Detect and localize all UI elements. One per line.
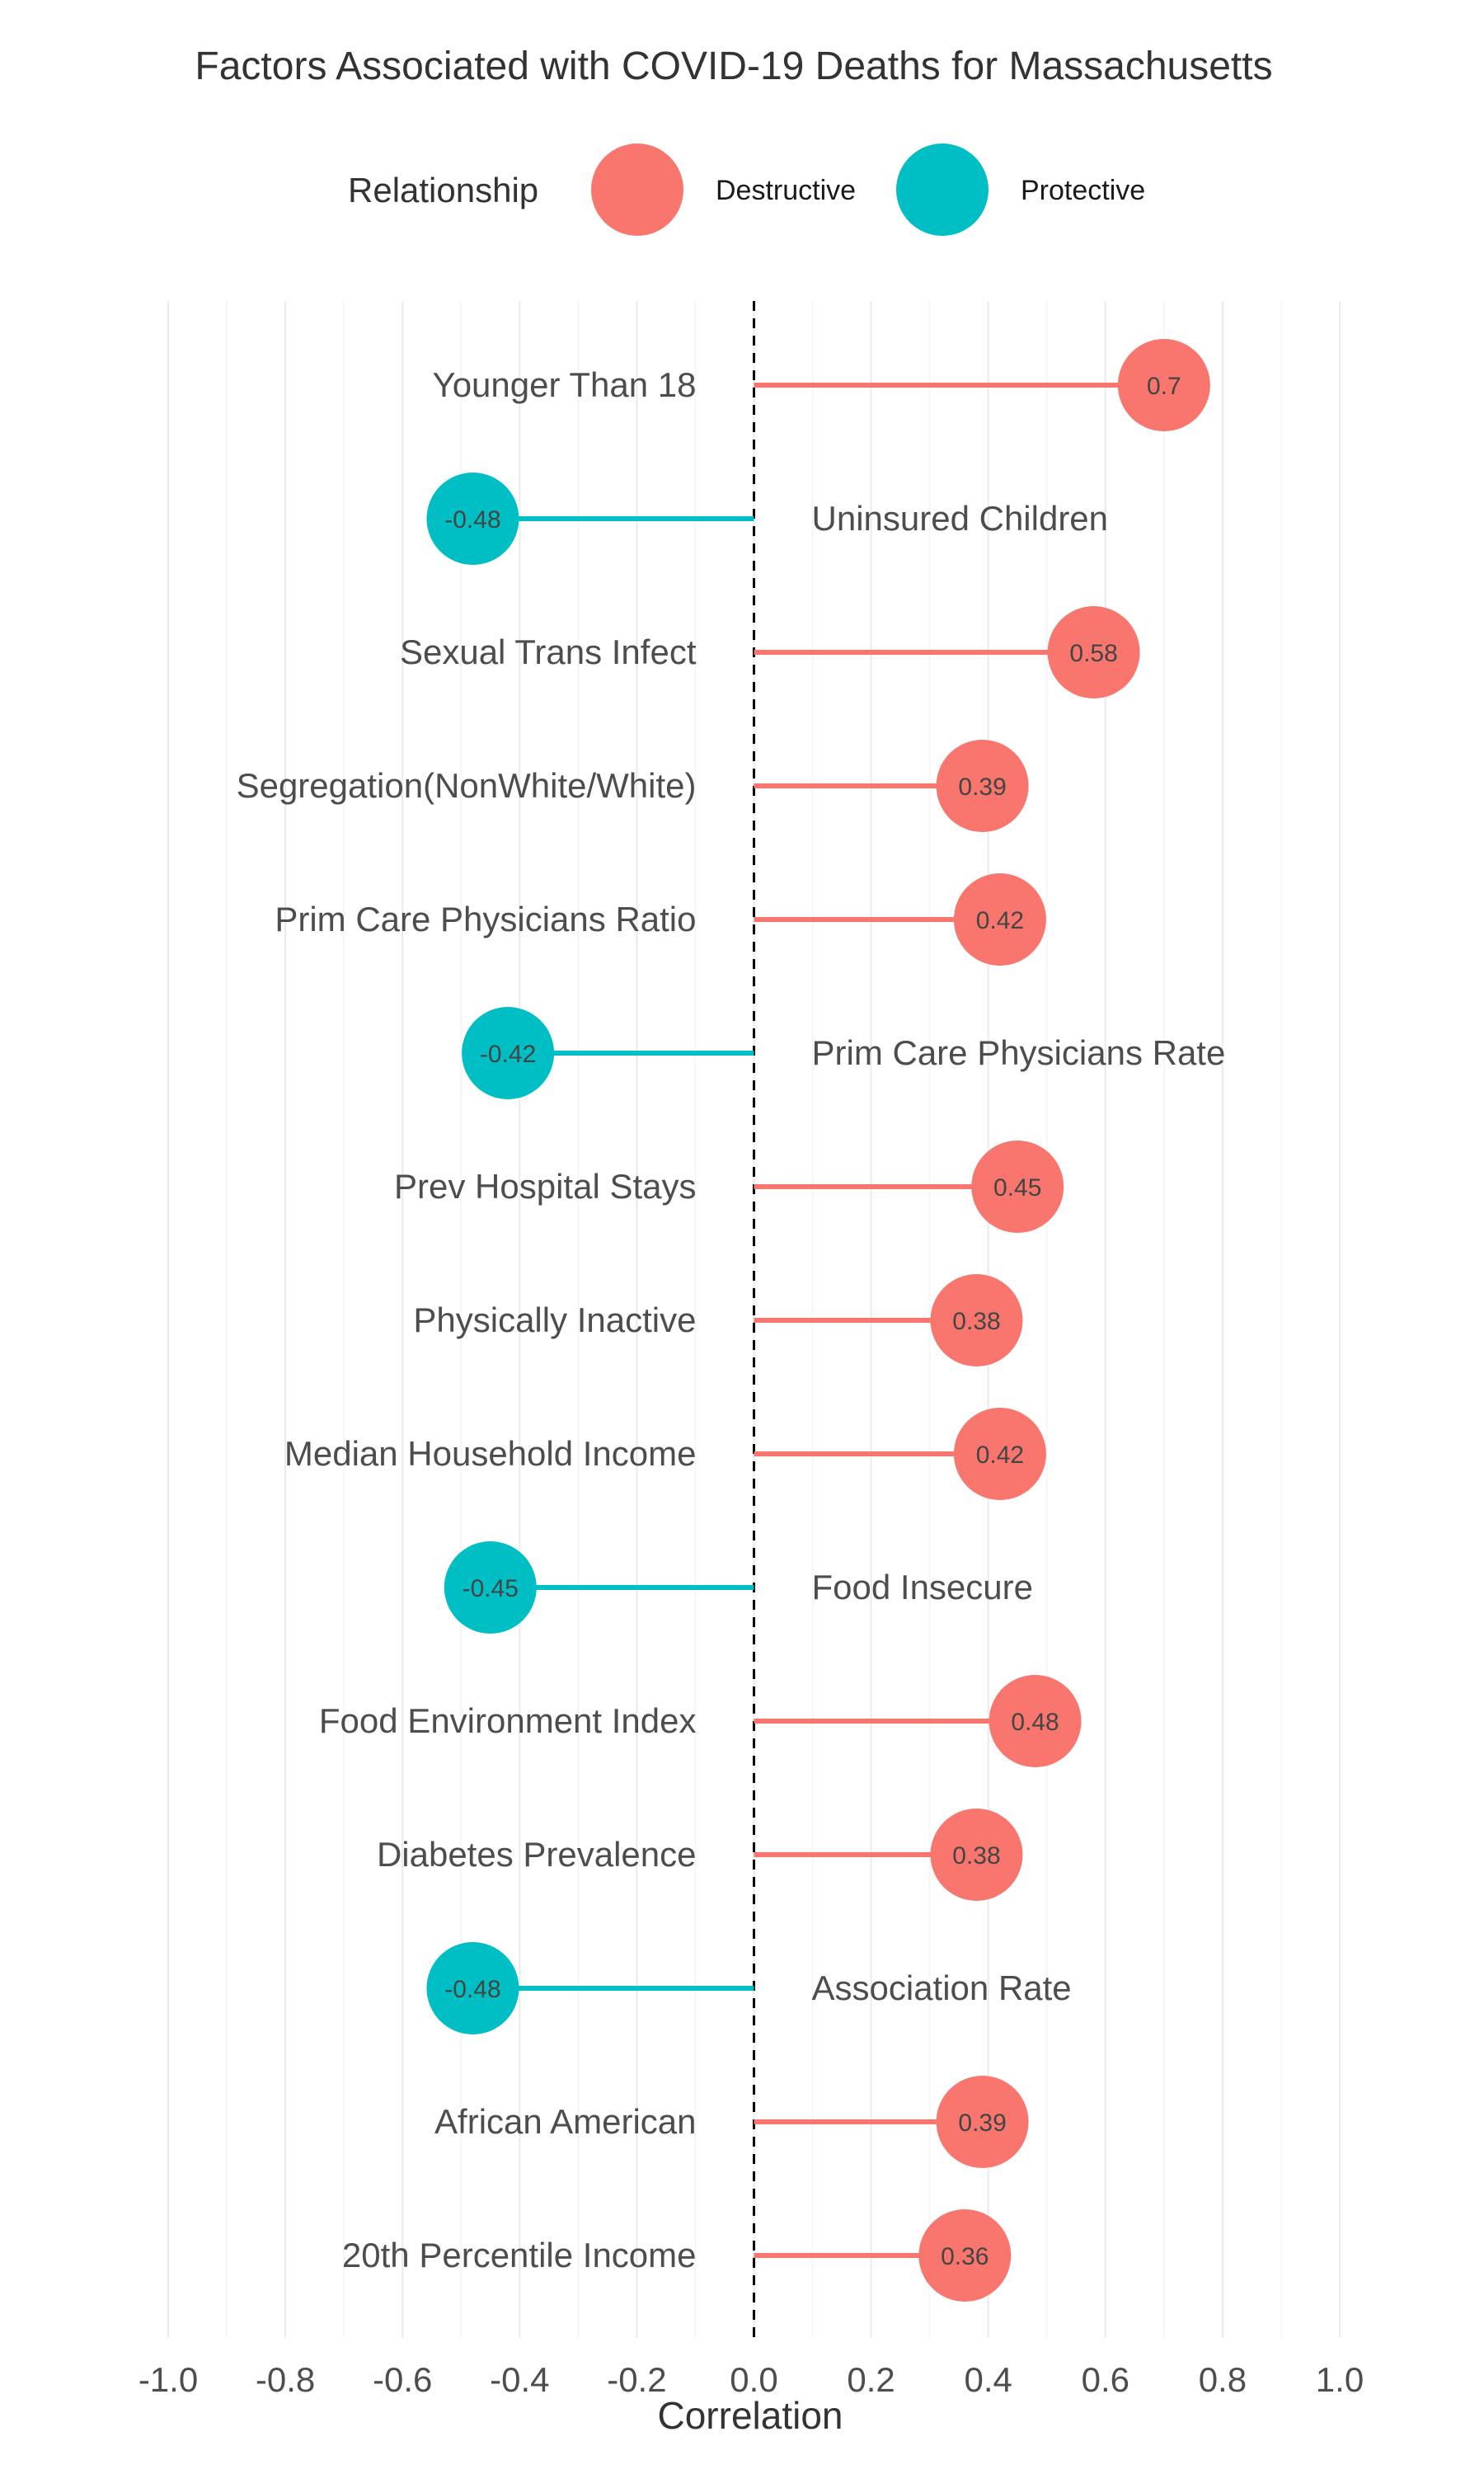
value-label: -0.48: [444, 506, 500, 534]
category-label: Prim Care Physicians Rate: [812, 1033, 1226, 1072]
lollipop-point: [936, 740, 1029, 832]
value-label: -0.45: [463, 1575, 519, 1602]
legend-label-destructive: Destructive: [716, 175, 856, 206]
category-label: 20th Percentile Income: [342, 2236, 697, 2274]
legend-key-protective: [896, 143, 989, 236]
category-label: African American: [434, 2102, 696, 2141]
category-label: Association Rate: [812, 1968, 1072, 2007]
category-labels: Younger Than 18 Uninsured Children Sexual …: [237, 365, 1226, 2274]
x-tick-label: -0.8: [256, 2360, 315, 2399]
x-tick-label: 0.2: [847, 2360, 895, 2399]
x-tick-label: -1.0: [139, 2360, 198, 2399]
lollipop-point: [971, 1141, 1064, 1233]
value-label: 0.7: [1147, 373, 1181, 400]
category-label: Prim Care Physicians Ratio: [275, 900, 696, 938]
lollipop-point: [462, 1007, 555, 1099]
lollipop-point: [930, 1808, 1023, 1901]
category-label: Prev Hospital Stays: [394, 1167, 696, 1206]
legend-key-destructive: [591, 143, 683, 236]
value-label: 0.42: [976, 907, 1024, 934]
chart-title: Factors Associated with COVID-19 Deaths …: [195, 45, 1272, 88]
lollipop-point: [1117, 339, 1210, 431]
value-label: 0.36: [941, 2243, 989, 2270]
lollipop-point: [426, 473, 519, 565]
value-label: 0.58: [1069, 640, 1117, 667]
x-tick-label: 0.4: [965, 2360, 1012, 2399]
category-label: Food Environment Index: [319, 1701, 697, 1740]
x-tick-label: -0.6: [373, 2360, 432, 2399]
value-label: 0.39: [958, 2109, 1006, 2137]
lollipop-point: [1047, 606, 1140, 698]
lollipop-point: [930, 1274, 1023, 1366]
x-tick-label: 1.0: [1316, 2360, 1364, 2399]
lollipop-point: [444, 1541, 537, 1634]
x-tick-label: -0.2: [607, 2360, 666, 2399]
legend-title: Relationship: [348, 171, 538, 209]
value-label: 0.38: [952, 1842, 1000, 1870]
lollipop-point: [953, 1408, 1046, 1500]
value-label: 0.42: [976, 1442, 1024, 1469]
category-label: Physically Inactive: [413, 1300, 696, 1339]
x-tick-label: 0.6: [1082, 2360, 1129, 2399]
lollipop-point: [426, 1942, 519, 2034]
x-tick-label: -0.4: [490, 2360, 549, 2399]
category-label: Uninsured Children: [812, 499, 1109, 538]
category-label: Median Household Income: [284, 1434, 697, 1473]
value-label: -0.42: [480, 1041, 536, 1068]
legend-label-protective: Protective: [1021, 175, 1145, 206]
x-axis-title: Correlation: [658, 2394, 843, 2437]
value-label: -0.48: [444, 1976, 500, 2003]
value-label: 0.39: [958, 774, 1006, 801]
value-label: 0.38: [952, 1308, 1000, 1335]
category-label: Diabetes Prevalence: [377, 1835, 697, 1874]
value-label: 0.48: [1011, 1709, 1059, 1736]
legend: Relationship Destructive Protective: [348, 143, 1145, 236]
lollipop-point: [918, 2209, 1012, 2302]
category-label: Sexual Trans Infect: [400, 633, 697, 671]
lollipop-point: [936, 2076, 1029, 2168]
x-tick-label: 0.0: [730, 2360, 777, 2399]
lollipop-point: [989, 1675, 1082, 1767]
category-label: Segregation(NonWhite/White): [237, 766, 697, 805]
x-tick-labels: -1.0 -0.8 -0.6 -0.4 -0.2 0.0 0.2 0.4 0.6 0.8 1.0: [139, 2360, 1364, 2399]
category-label: Food Insecure: [812, 1568, 1034, 1606]
x-tick-label: 0.8: [1199, 2360, 1247, 2399]
lollipop-point: [953, 873, 1046, 966]
lollipop-marks: 0.7 -0.48 0.58 0.39 0.42 -0.42 0.45 0.38 0.42 -0.…: [426, 339, 1210, 2302]
category-label: Younger Than 18: [433, 365, 697, 404]
value-label: 0.45: [993, 1174, 1041, 1202]
